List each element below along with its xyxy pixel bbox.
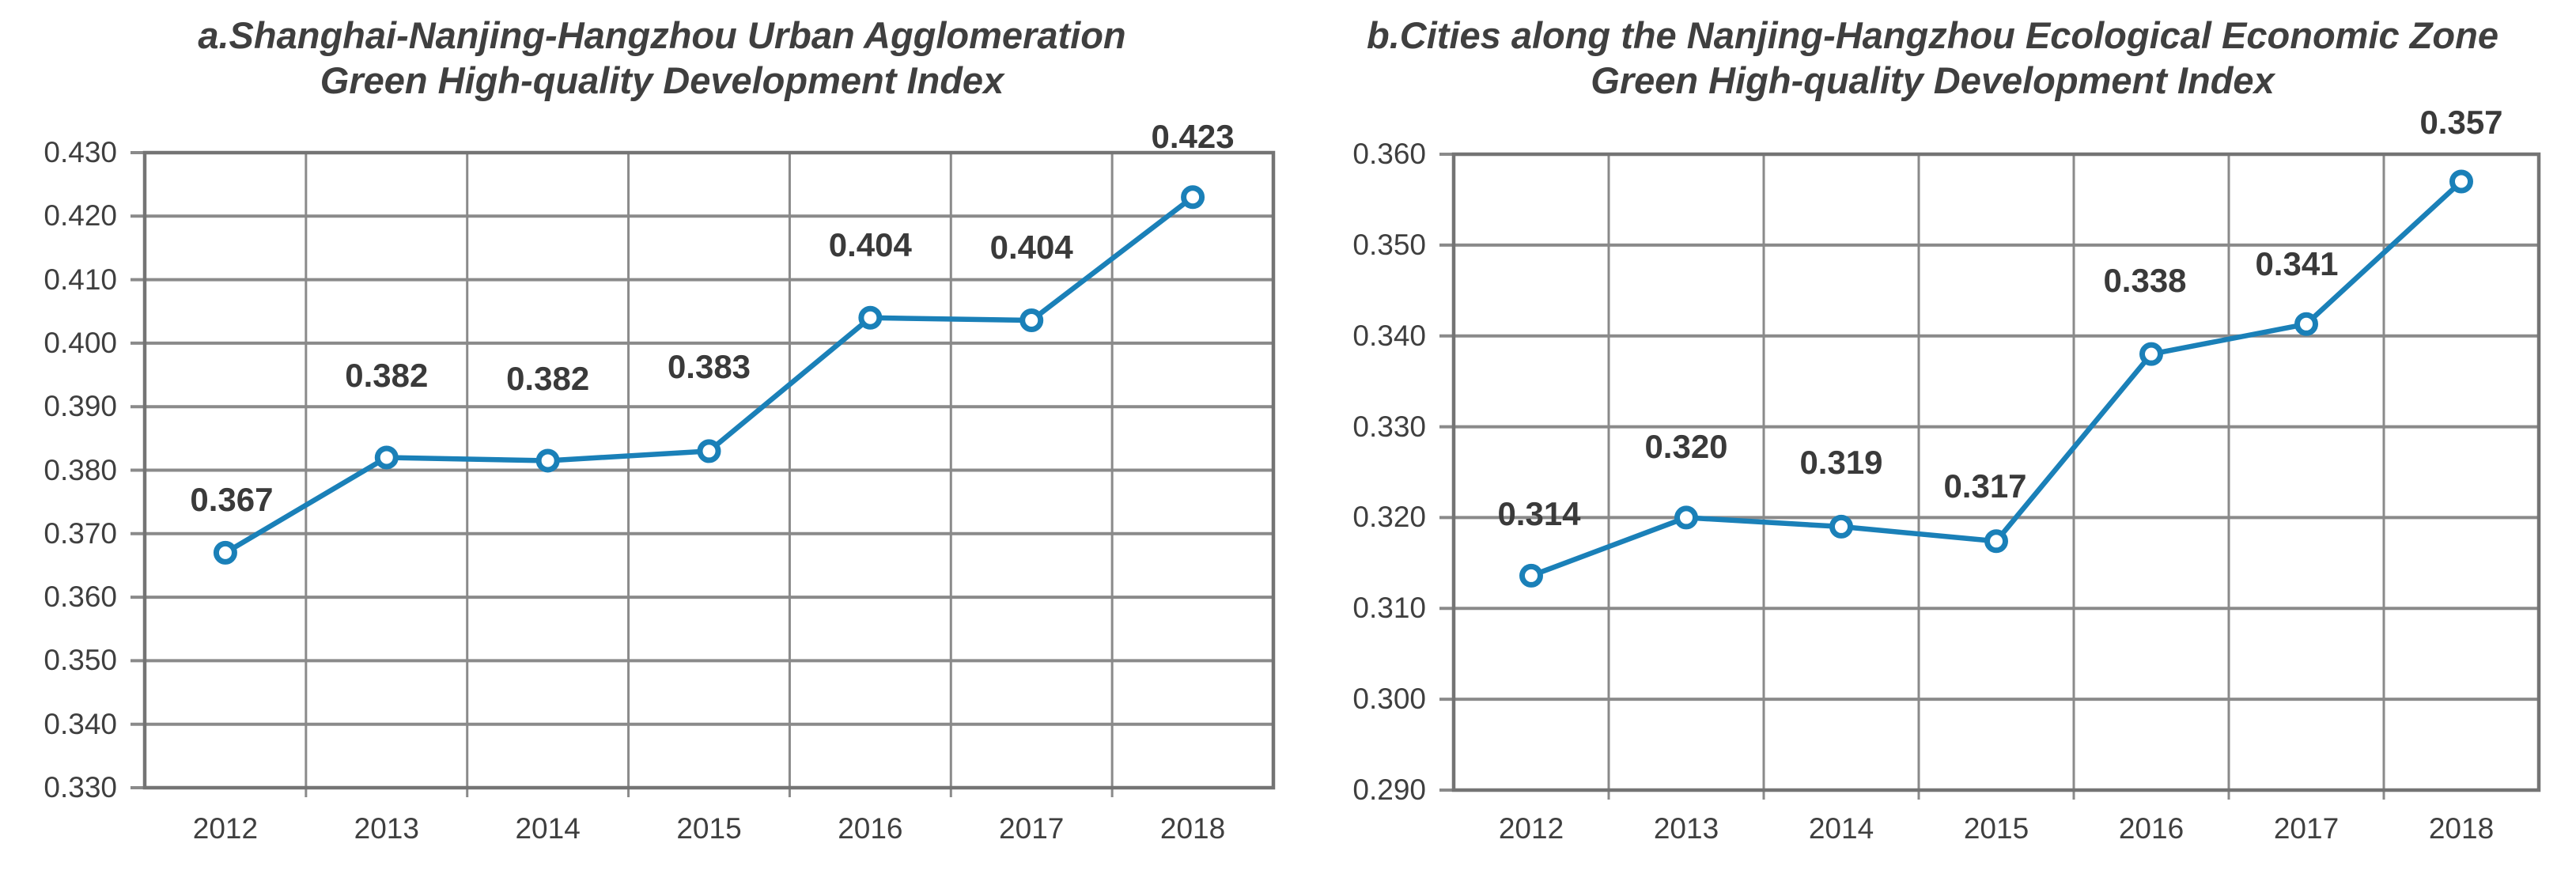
y-tick-label: 0.420: [44, 199, 117, 233]
y-tick-label: 0.360: [44, 581, 117, 614]
data-point-label: 0.317: [1943, 467, 2027, 505]
data-point-label: 0.341: [2255, 244, 2339, 282]
data-point-label: 0.338: [2103, 261, 2187, 299]
data-point-marker: [1019, 308, 1044, 332]
x-tick-label: 2017: [2273, 812, 2340, 845]
y-tick-label: 0.400: [44, 326, 117, 359]
y-tick-label: 0.330: [1352, 410, 1426, 443]
chart-b-title: b.Cities along the Nanjing-Hangzhou Ecol…: [1289, 13, 2576, 103]
x-tick-label: 2017: [999, 812, 1065, 845]
data-point-label: 0.357: [2419, 104, 2503, 142]
chart-b-title-line1: b.Cities along the Nanjing-Hangzhou Ecol…: [1367, 14, 2498, 56]
x-tick-label: 2018: [1159, 812, 1226, 845]
data-point-marker: [213, 540, 237, 565]
data-point-marker: [2449, 169, 2473, 194]
y-tick-label: 0.390: [44, 390, 117, 423]
data-point-label: 0.319: [1799, 443, 1883, 481]
data-point-label: 0.383: [667, 348, 751, 386]
data-point-marker: [2294, 312, 2318, 336]
plot-border: [142, 150, 1276, 790]
y-tick-label: 0.350: [1352, 228, 1426, 261]
x-tick-label: 2014: [1808, 812, 1874, 845]
data-point-marker: [858, 305, 883, 330]
y-tick-label: 0.330: [44, 771, 117, 804]
data-point-marker: [1674, 505, 1698, 530]
y-tick-label: 0.310: [1352, 592, 1426, 625]
data-point-marker: [374, 445, 399, 470]
y-tick-label: 0.380: [44, 453, 117, 486]
y-tick-label: 0.350: [44, 644, 117, 677]
chart-b-title-line2: Green High-quality Development Index: [1591, 59, 2275, 101]
y-tick-label: 0.430: [44, 136, 117, 168]
data-point-label: 0.382: [345, 357, 429, 395]
chart-a-plot-area: [131, 150, 1276, 797]
data-point-marker: [1984, 529, 2008, 554]
chart-b-plot-area: [1439, 152, 2541, 800]
chart-b: b.Cities along the Nanjing-Hangzhou Ecol…: [1289, 0, 2576, 885]
data-point-marker: [697, 439, 721, 463]
x-tick-label: 2014: [515, 812, 581, 845]
data-point-label: 0.367: [190, 480, 274, 518]
data-point-marker: [2139, 342, 2163, 366]
data-point-label: 0.382: [506, 360, 590, 398]
y-tick-label: 0.290: [1352, 773, 1426, 806]
x-tick-label: 2016: [2118, 812, 2184, 845]
plot-border: [1451, 152, 2541, 792]
chart-a: a.Shanghai-Nanjing-Hangzhou Urban Agglom…: [44, 14, 1276, 845]
data-point-marker: [1181, 185, 1205, 210]
x-tick-label: 2012: [1498, 812, 1564, 845]
chart-a-title: a.Shanghai-Nanjing-Hangzhou Urban Agglom…: [17, 13, 1307, 103]
x-tick-label: 2013: [354, 812, 419, 845]
y-tick-label: 0.360: [1352, 138, 1426, 170]
data-point-label: 0.404: [989, 228, 1073, 266]
x-tick-label: 2018: [2428, 812, 2495, 845]
data-point-label: 0.320: [1644, 428, 1728, 466]
y-tick-label: 0.320: [1352, 501, 1426, 534]
x-tick-label: 2016: [838, 812, 903, 845]
data-point-label: 0.423: [1151, 118, 1235, 156]
chart-a-title-line2: Green High-quality Development Index: [320, 59, 1004, 101]
x-tick-label: 2015: [1963, 812, 2029, 845]
y-tick-label: 0.340: [1352, 319, 1426, 352]
x-tick-label: 2013: [1653, 812, 1719, 845]
chart-a-title-line1: a.Shanghai-Nanjing-Hangzhou Urban Agglom…: [198, 14, 1126, 56]
data-point-marker: [1519, 563, 1543, 588]
data-point-label: 0.404: [828, 225, 912, 263]
x-tick-label: 2012: [192, 812, 259, 845]
y-tick-label: 0.340: [44, 707, 117, 740]
x-tick-label: 2015: [676, 812, 742, 845]
y-tick-label: 0.370: [44, 516, 117, 550]
y-tick-label: 0.410: [44, 263, 117, 296]
y-tick-label: 0.300: [1352, 683, 1426, 716]
data-point-marker: [1829, 514, 1853, 539]
data-point-marker: [535, 448, 560, 473]
data-point-label: 0.314: [1497, 494, 1581, 532]
